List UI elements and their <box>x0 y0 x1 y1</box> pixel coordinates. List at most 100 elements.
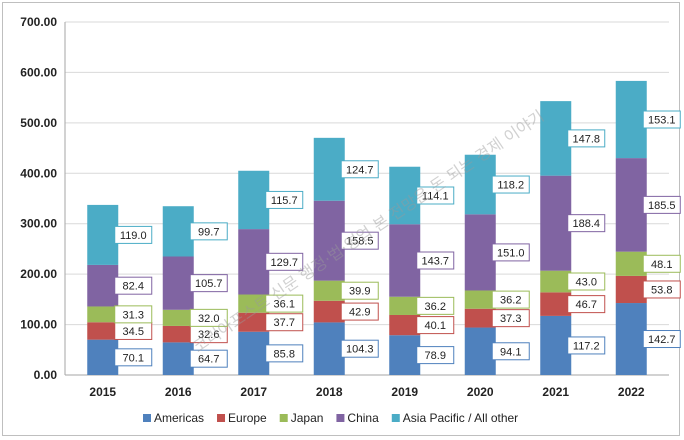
data-label: 46.7 <box>576 299 597 311</box>
x-tick-label: 2017 <box>240 385 267 399</box>
data-label-box <box>265 252 304 271</box>
data-label: 185.5 <box>648 200 676 212</box>
bar-segment <box>540 175 572 271</box>
data-label-box <box>340 339 379 358</box>
data-label: 151.0 <box>497 247 525 259</box>
data-label-box <box>114 225 153 244</box>
gridlines <box>64 21 669 376</box>
data-label: 31.3 <box>123 309 144 321</box>
bar-segment <box>87 322 119 340</box>
data-label: 40.1 <box>425 320 446 332</box>
data-label-box <box>416 251 455 270</box>
x-tick-label: 2022 <box>618 385 645 399</box>
data-label-box <box>642 254 681 273</box>
data-label: 117.2 <box>573 340 600 352</box>
data-label: 105.7 <box>195 278 223 290</box>
data-label-box <box>189 308 228 327</box>
data-label: 104.3 <box>346 344 374 356</box>
x-tick-label: 2020 <box>467 385 494 399</box>
data-label-box <box>265 294 304 313</box>
bar-segment <box>87 339 119 375</box>
data-label-box <box>340 231 379 250</box>
legend-swatch <box>143 414 151 422</box>
y-axis-ticks: 0.00 100.00 200.00 300.00 400.00 500.00 600.00… <box>20 15 57 382</box>
data-label: 43.0 <box>576 277 597 289</box>
data-label: 124.7 <box>346 164 374 176</box>
data-label: 94.1 <box>500 346 521 358</box>
data-label-box <box>189 222 228 241</box>
data-labels: 70.1 34.5 31.3 82.4 119.0 64.7 32.6 32.0 105.7 99… <box>114 110 681 368</box>
data-label: 114.1 <box>422 190 449 202</box>
bar-segment <box>389 296 421 315</box>
data-label-box <box>567 272 606 291</box>
bar-segment <box>540 270 572 293</box>
data-label: 36.1 <box>274 299 295 311</box>
data-label: 53.8 <box>651 284 672 296</box>
bar-segment <box>464 154 496 215</box>
data-label: 143.7 <box>421 256 449 268</box>
bar-segment <box>313 280 345 301</box>
data-label: 147.8 <box>572 133 600 145</box>
legend-label: Europe <box>228 411 267 425</box>
bar-segment <box>464 214 496 291</box>
data-label-box <box>491 175 530 194</box>
data-label: 32.0 <box>198 313 219 325</box>
legend-swatch <box>336 414 345 422</box>
data-label: 188.4 <box>572 218 600 230</box>
bar-segment <box>615 251 647 276</box>
data-label-box <box>416 346 455 365</box>
stacked-bar-chart: 0.00 100.00 200.00 300.00 400.00 500.00 600.00… <box>20 15 681 425</box>
y-tick-label: 700.00 <box>20 15 57 29</box>
legend-label: China <box>347 411 379 425</box>
bar-segment <box>389 314 421 336</box>
data-label: 48.1 <box>651 259 672 271</box>
legend-swatch <box>279 414 288 422</box>
y-tick-label: 100.00 <box>20 318 57 332</box>
legend-swatch <box>391 414 400 422</box>
bar-segment <box>162 206 194 257</box>
data-label-box <box>340 160 379 179</box>
data-label: 32.6 <box>198 329 219 341</box>
data-label: 36.2 <box>425 301 446 313</box>
bar-segment <box>615 158 647 252</box>
x-tick-label: 2019 <box>391 385 418 399</box>
bar-segment <box>540 101 572 176</box>
bar-segment <box>389 335 421 375</box>
data-label-box <box>491 309 530 328</box>
data-label: 85.8 <box>274 348 295 360</box>
data-label-box <box>189 349 228 368</box>
bar-segment <box>238 331 270 375</box>
bar-segment <box>464 327 496 375</box>
data-label-box <box>491 243 530 262</box>
data-label: 119.0 <box>120 230 147 242</box>
bar-segment <box>87 204 119 265</box>
legend-label: Americas <box>154 411 204 425</box>
legend-label: Asia Pacific / All other <box>403 411 518 425</box>
data-label-box <box>567 129 606 148</box>
data-label-box <box>416 316 455 335</box>
bar-segment <box>615 275 647 304</box>
bar-segment <box>238 294 270 313</box>
data-label: 158.5 <box>346 236 374 248</box>
bar-segment <box>238 312 270 332</box>
y-tick-label: 300.00 <box>20 217 57 231</box>
legend: Americas Europe Japan China Asia Pacific / A… <box>143 411 518 425</box>
data-label: 99.7 <box>198 226 219 238</box>
bar-segment <box>162 309 194 326</box>
bar-segment <box>87 306 119 323</box>
bar-segment <box>540 315 572 375</box>
x-tick-label: 2018 <box>316 385 343 399</box>
data-label-box <box>642 330 681 349</box>
bar-segment <box>162 342 194 375</box>
data-label: 37.7 <box>274 317 295 329</box>
bar-segment <box>313 300 345 323</box>
bar-segment <box>464 308 496 328</box>
bar-segment <box>162 325 194 343</box>
legend-swatch <box>217 414 226 422</box>
data-label: 70.1 <box>123 352 144 364</box>
bar-segment <box>464 290 496 309</box>
bar-segment <box>162 256 194 310</box>
x-axis-ticks: 2015 2016 2017 2018 2019 2020 2021 2022 <box>89 385 645 399</box>
bar-segment <box>540 292 572 316</box>
data-label: 39.9 <box>349 286 370 298</box>
